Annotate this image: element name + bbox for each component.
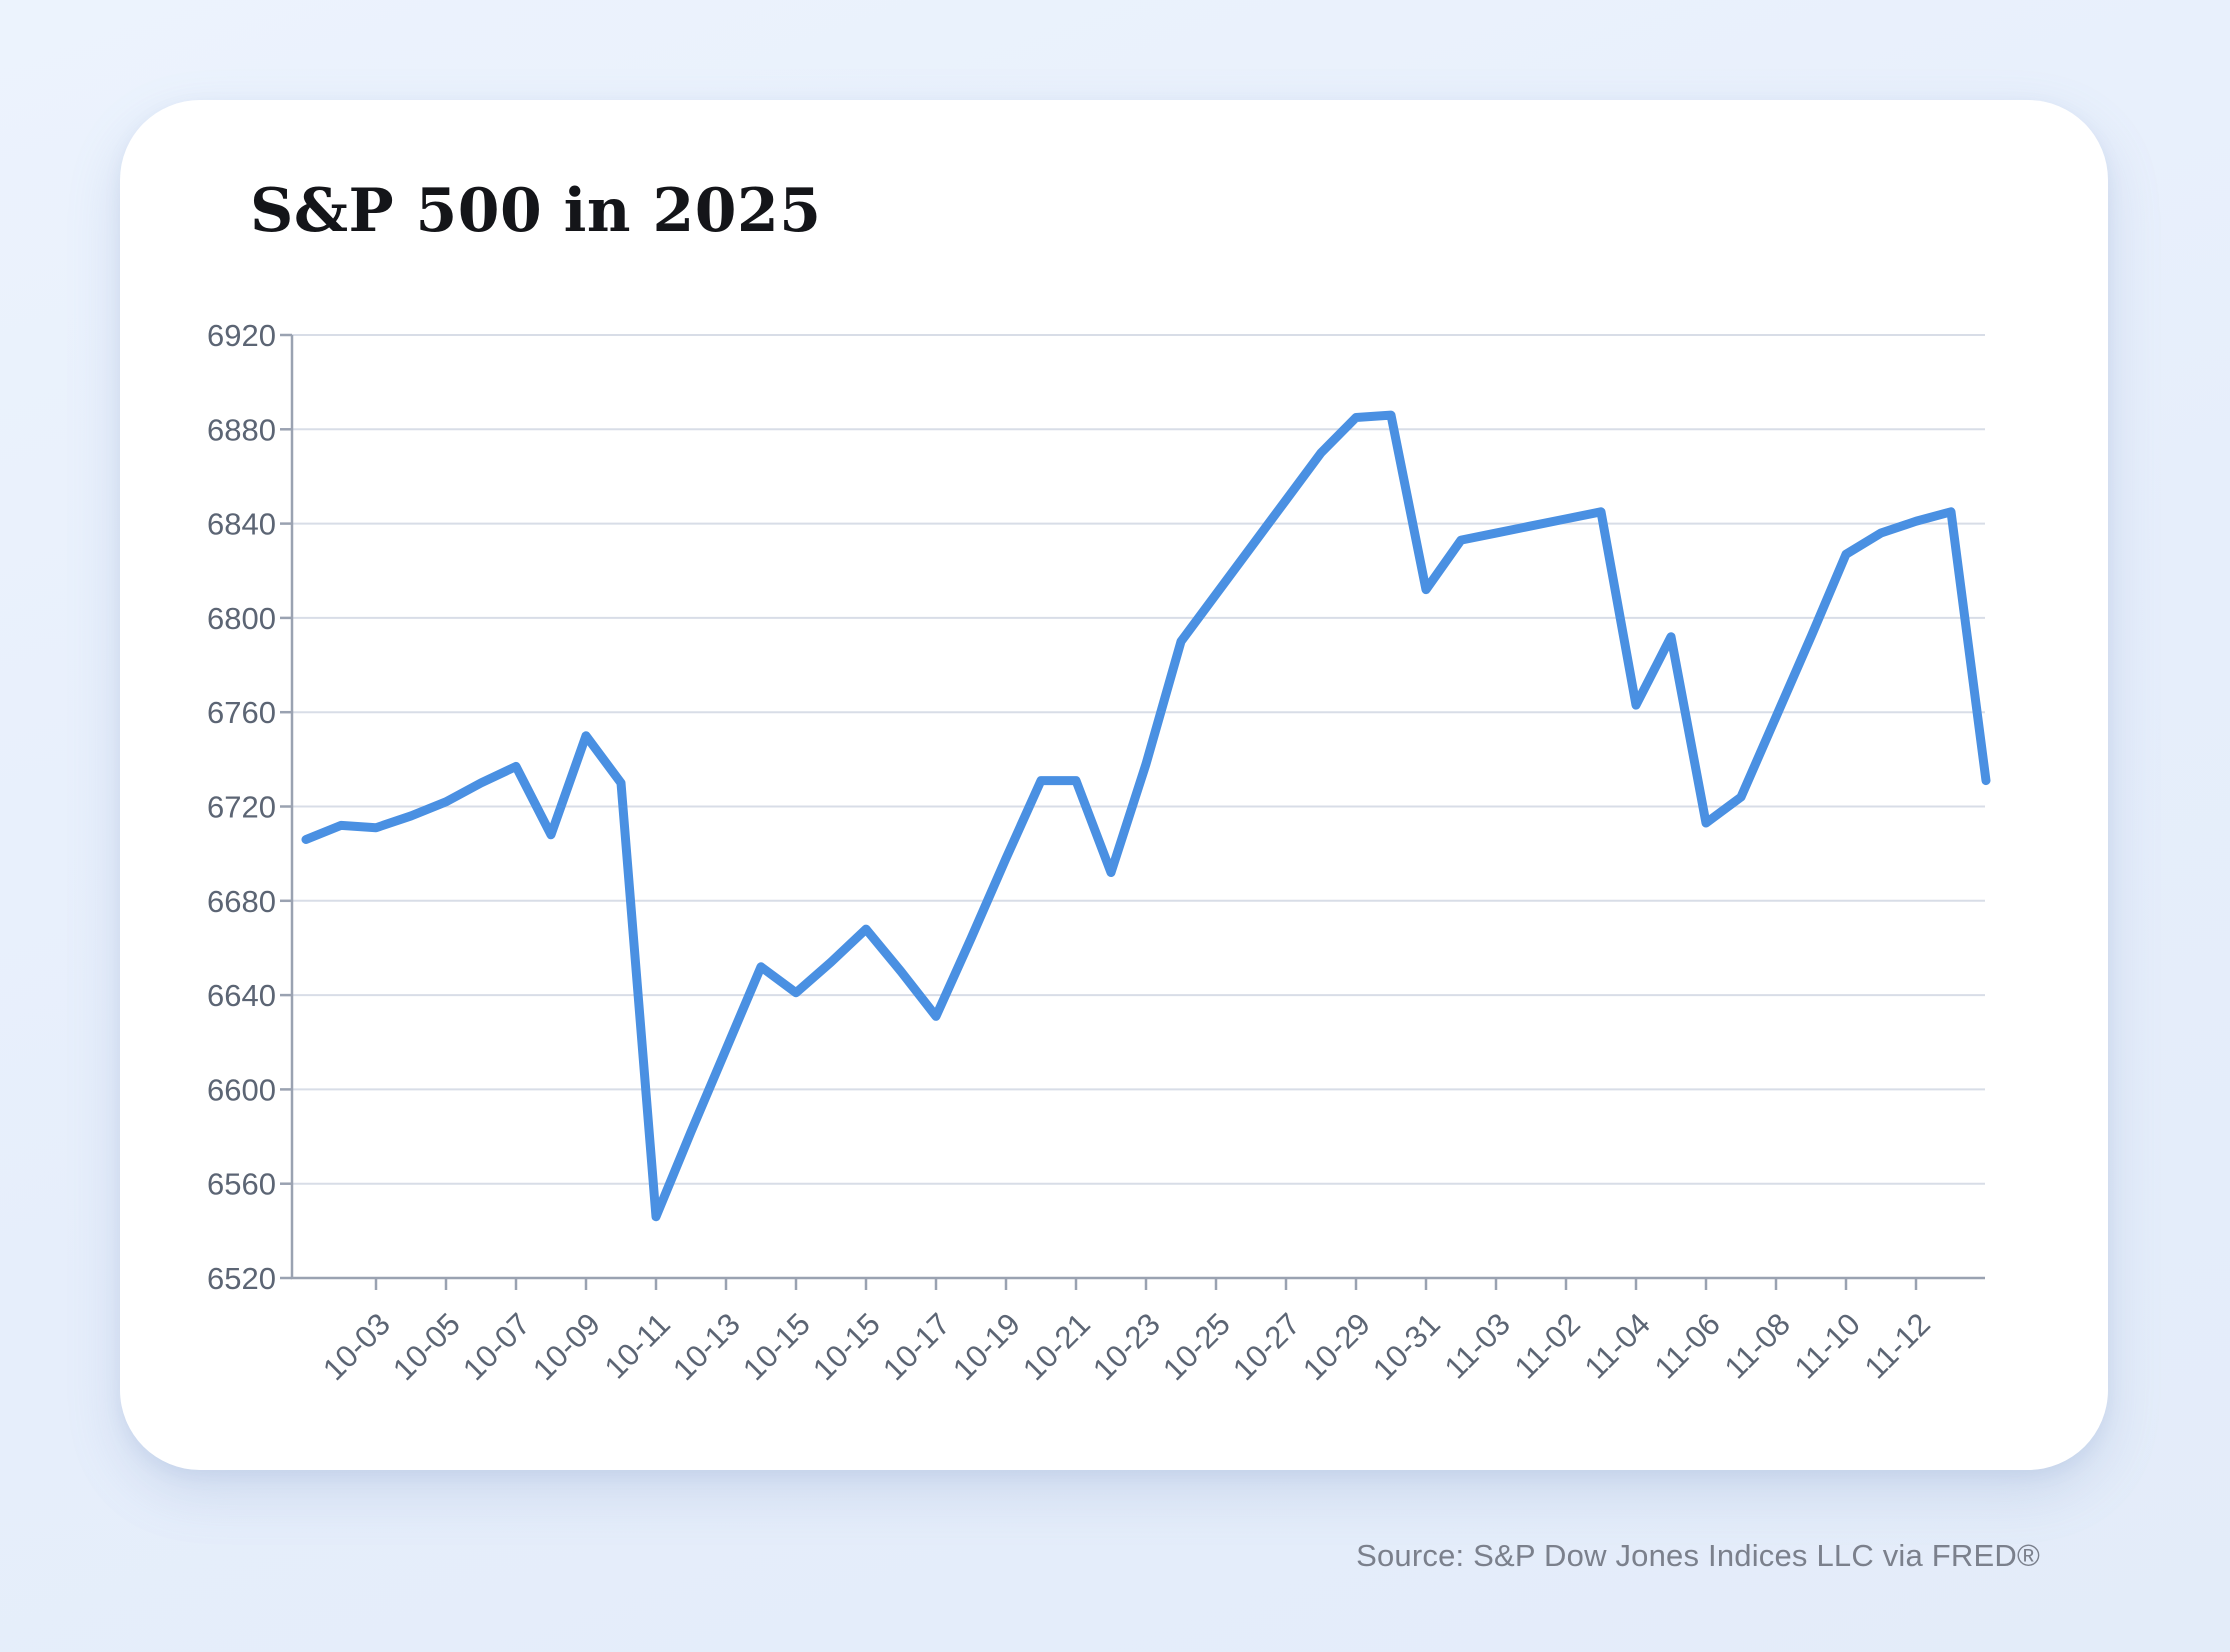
y-axis-label: 6680 <box>207 884 276 919</box>
chart-card <box>120 100 2108 1470</box>
y-axis-label: 6520 <box>207 1261 276 1296</box>
y-axis-label: 6880 <box>207 412 276 447</box>
x-axis-label: 11-10 <box>1788 1306 1867 1385</box>
y-axis-label: 6720 <box>207 790 276 825</box>
x-axis-label: 10-23 <box>1086 1306 1167 1387</box>
x-axis-label: 10-25 <box>1156 1306 1237 1387</box>
x-axis-label: 10-31 <box>1366 1306 1447 1387</box>
x-axis-label: 11-06 <box>1648 1306 1727 1385</box>
x-axis-label: 10-15 <box>806 1306 887 1387</box>
y-axis-label: 6600 <box>207 1072 276 1107</box>
x-axis-label: 11-02 <box>1508 1306 1587 1385</box>
axis-lines <box>290 335 1985 1280</box>
source-attribution: Source: S&P Dow Jones Indices LLC via FR… <box>1356 1538 2040 1573</box>
x-axis-label: 10-19 <box>946 1306 1027 1387</box>
x-axis-label: 11-08 <box>1718 1306 1797 1385</box>
x-axis-label: 10-07 <box>456 1306 537 1387</box>
y-axis-label: 6920 <box>207 318 276 353</box>
x-axis-label: 10-27 <box>1226 1306 1307 1387</box>
x-axis-label: 10-11 <box>598 1306 677 1385</box>
chart-title: S&P 500 in 2025 <box>250 176 822 246</box>
y-axis-label: 6640 <box>207 978 276 1013</box>
x-axis-label: 10-13 <box>666 1306 747 1387</box>
x-axis-label: 11-03 <box>1438 1306 1517 1385</box>
x-axis-label: 10-21 <box>1016 1306 1097 1387</box>
x-axis-label: 10-03 <box>316 1306 397 1387</box>
x-axis-label: 11-04 <box>1578 1306 1657 1385</box>
price-line <box>301 410 1991 1222</box>
x-axis-label: 10-29 <box>1296 1306 1377 1387</box>
y-axis-label: 6560 <box>207 1167 276 1202</box>
x-axis-label: 10-05 <box>386 1306 467 1387</box>
x-axis-label: 10-09 <box>526 1306 607 1387</box>
x-axis-label: 11-12 <box>1858 1306 1937 1385</box>
x-axis-label: 10-17 <box>876 1306 957 1387</box>
y-axis-label: 6800 <box>207 601 276 636</box>
y-axis-label: 6760 <box>207 695 276 730</box>
y-axis-label: 6840 <box>207 507 276 542</box>
x-axis-label: 10-15 <box>736 1306 817 1387</box>
sp500-line-chart: 6520 6560 6600 6640 6680 6720 6760 6800 6840 6880… <box>207 318 1991 1387</box>
